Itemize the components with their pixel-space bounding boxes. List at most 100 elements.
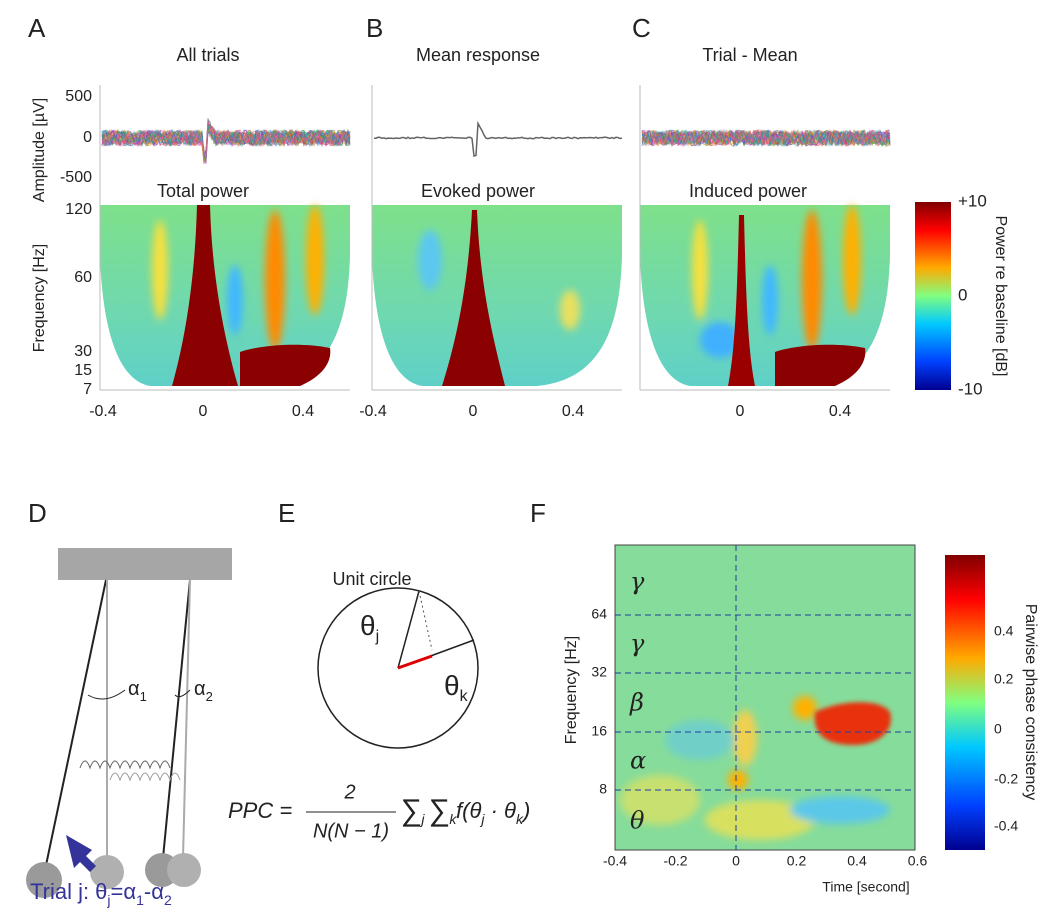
subscript: 2 bbox=[206, 689, 213, 704]
heatmap-features bbox=[152, 205, 861, 358]
heatmap-axes bbox=[99, 85, 890, 391]
ball bbox=[90, 855, 124, 889]
tick-label: -0.4 bbox=[603, 853, 627, 869]
tick-label: 8 bbox=[599, 781, 607, 797]
tick-label: 0.6 bbox=[908, 853, 928, 869]
tick-label: 30 bbox=[74, 343, 92, 360]
ball bbox=[167, 853, 201, 887]
text-part: ∑ bbox=[428, 794, 449, 827]
alpha-label: α1 bbox=[128, 678, 147, 704]
evoked-peak bbox=[172, 205, 238, 386]
ellipse bbox=[793, 696, 817, 720]
text-part: ∑ bbox=[400, 794, 421, 827]
frame bbox=[614, 544, 916, 851]
subscript: j bbox=[106, 892, 110, 908]
tick-label: 0 bbox=[83, 129, 92, 146]
panel-label: F bbox=[530, 498, 546, 528]
subscript: k bbox=[449, 811, 457, 827]
text-part: θ bbox=[444, 670, 460, 701]
spring bbox=[109, 772, 181, 782]
text-part: α bbox=[194, 678, 206, 700]
formula-term: f(θj · θk) bbox=[456, 798, 530, 827]
trace bbox=[101, 124, 351, 161]
formula-sum: ∑j bbox=[400, 794, 425, 827]
panel-label: C bbox=[632, 13, 651, 43]
subscript: j bbox=[479, 811, 485, 827]
ellipse bbox=[620, 775, 700, 825]
tick-label: 0 bbox=[736, 403, 745, 420]
caption: Trial j: θj=α1-α2 bbox=[30, 879, 172, 908]
axis-label: Time [second] bbox=[822, 879, 909, 895]
subscript: j bbox=[375, 628, 380, 645]
line bbox=[182, 579, 191, 859]
tick-label: -0.4 bbox=[89, 403, 117, 420]
tick-label: -10 bbox=[958, 379, 983, 398]
ellipse bbox=[665, 720, 735, 760]
push-arrow bbox=[66, 835, 96, 872]
ball bbox=[26, 862, 62, 898]
band-label: θ bbox=[630, 807, 645, 835]
line bbox=[397, 590, 420, 669]
tick-label: 0 bbox=[469, 403, 478, 420]
power-title: Evoked power bbox=[421, 181, 535, 201]
ellipse bbox=[728, 770, 748, 790]
axis-label: Amplitude [µV] bbox=[31, 98, 48, 202]
axis-label: Frequency [Hz] bbox=[31, 244, 48, 352]
tick-label: 0.2 bbox=[787, 853, 807, 869]
strings bbox=[44, 579, 191, 871]
tick-label: 0.4 bbox=[994, 623, 1014, 639]
tick-label: -0.2 bbox=[663, 853, 687, 869]
formula: PPC = 2 N(N − 1) ∑j ∑k f(θj · θk) bbox=[228, 781, 530, 842]
induced-blob bbox=[775, 344, 866, 386]
panel-label: D bbox=[28, 498, 47, 528]
subscript: k bbox=[516, 811, 524, 827]
colorbar-label: Pairwise phase consistency bbox=[1022, 604, 1039, 801]
text-part: α bbox=[128, 678, 140, 700]
formula-denominator: N(N − 1) bbox=[313, 820, 389, 842]
tick-label: 0.4 bbox=[847, 853, 867, 869]
panel-title: All trials bbox=[176, 45, 239, 65]
text-part: -α bbox=[144, 879, 164, 904]
panel-title: Trial - Mean bbox=[702, 45, 797, 65]
angle-arc bbox=[87, 689, 126, 700]
theta-label: θj bbox=[360, 610, 379, 644]
subscript: j bbox=[419, 811, 425, 827]
ellipse bbox=[227, 265, 243, 335]
band-label: γ bbox=[630, 630, 645, 658]
tick-label: 0.4 bbox=[829, 403, 851, 420]
subscript: 1 bbox=[136, 892, 144, 908]
text-part: =α bbox=[111, 879, 137, 904]
tick-label: 16 bbox=[591, 723, 607, 739]
ellipse bbox=[843, 205, 861, 315]
angle-arc bbox=[174, 689, 191, 698]
ellipse bbox=[733, 710, 757, 766]
ellipse bbox=[692, 220, 708, 320]
ellipse bbox=[700, 322, 740, 358]
ellipse bbox=[306, 205, 324, 315]
subscript: 1 bbox=[140, 689, 147, 704]
panel-label: E bbox=[278, 498, 295, 528]
induced-blob bbox=[240, 344, 331, 386]
alpha-label: α2 bbox=[194, 678, 213, 704]
tick-label: 7 bbox=[83, 381, 92, 398]
trace bbox=[641, 129, 891, 147]
heatmaps bbox=[100, 205, 890, 386]
evoked-peak bbox=[442, 210, 505, 386]
tick-label: -0.4 bbox=[359, 403, 387, 420]
panel-label: A bbox=[28, 13, 46, 43]
text-part: f(θ bbox=[456, 798, 481, 823]
tick-label: -500 bbox=[60, 169, 92, 186]
tick-label: 60 bbox=[74, 269, 92, 286]
evoked-peak bbox=[728, 215, 755, 386]
axis-label: Frequency [Hz] bbox=[563, 636, 580, 744]
ellipse bbox=[560, 290, 580, 330]
spring bbox=[79, 760, 171, 770]
tick-label: 0 bbox=[958, 285, 967, 304]
text-part: ) bbox=[520, 798, 530, 823]
tick-label: +10 bbox=[958, 191, 987, 210]
ellipse bbox=[705, 800, 815, 840]
unit-circle bbox=[317, 587, 479, 749]
line bbox=[162, 579, 191, 859]
support bbox=[58, 548, 232, 580]
